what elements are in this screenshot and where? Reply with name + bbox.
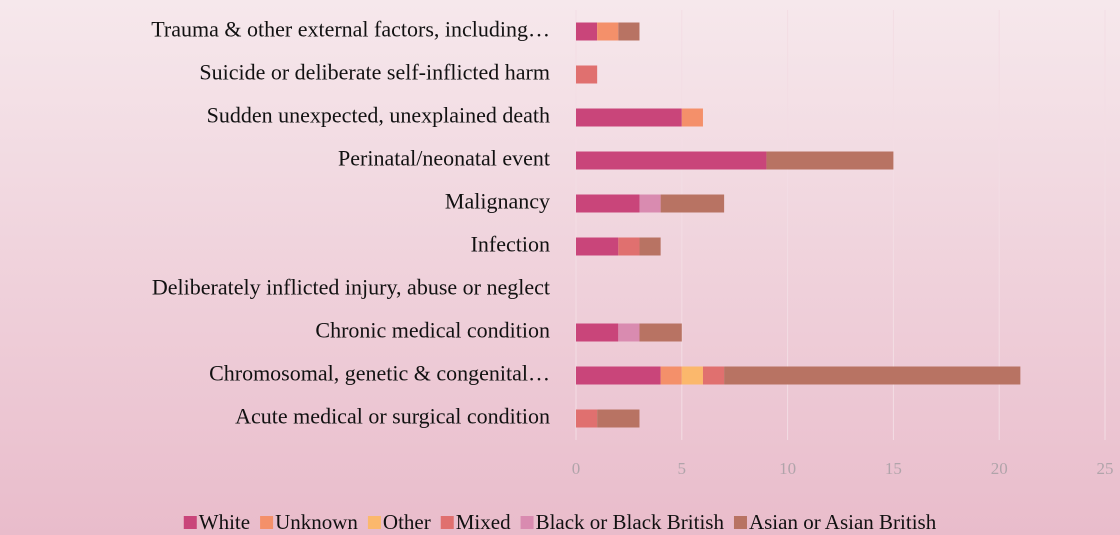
bar-segment — [576, 409, 598, 428]
bar-segment — [639, 237, 661, 256]
bar-segment — [618, 22, 640, 41]
legend-swatch — [183, 516, 197, 529]
bar-segment — [597, 22, 619, 41]
x-tick-label: 15 — [885, 459, 902, 478]
bar-segment — [576, 323, 619, 342]
category-label: Perinatal/neonatal event — [338, 146, 550, 171]
bar-segment — [681, 366, 703, 385]
bar-segment — [724, 366, 1021, 385]
bar-segment — [576, 151, 767, 170]
category-label: Deliberately inflicted injury, abuse or … — [152, 275, 550, 300]
x-tick-label: 10 — [779, 459, 796, 478]
category-label: Trauma & other external factors, includi… — [151, 17, 550, 42]
legend-label: Unknown — [275, 510, 358, 534]
bar-segment — [639, 194, 661, 213]
legend-label: Asian or Asian British — [749, 510, 937, 534]
bar-segment — [660, 194, 725, 213]
legend-swatch — [733, 516, 747, 529]
bar-segment — [766, 151, 894, 170]
bar-segment — [576, 366, 661, 385]
legend-swatch — [260, 516, 274, 529]
category-label: Sudden unexpected, unexplained death — [207, 103, 550, 128]
bar-segment — [639, 323, 682, 342]
bar-segment — [618, 237, 640, 256]
bar-segment — [576, 108, 682, 127]
bar-segment — [618, 323, 640, 342]
x-tick-label: 20 — [991, 459, 1008, 478]
category-label: Malignancy — [445, 189, 550, 214]
x-tick-label: 25 — [1097, 459, 1114, 478]
legend-label: Black or Black British — [536, 510, 725, 534]
legend-label: Other — [383, 510, 431, 534]
bar-segment — [660, 366, 682, 385]
legend-swatch — [520, 516, 534, 529]
bar-segment — [576, 65, 598, 84]
legend-swatch — [367, 516, 381, 529]
category-label: Infection — [471, 232, 550, 257]
category-label: Suicide or deliberate self-inflicted har… — [199, 60, 550, 85]
category-label: Acute medical or surgical condition — [235, 404, 550, 429]
bar-segment — [576, 237, 619, 256]
bar-segment — [597, 409, 640, 428]
legend-label: Mixed — [456, 510, 511, 534]
bar-segment — [576, 194, 640, 213]
category-label: Chronic medical condition — [315, 318, 550, 343]
legend-swatch — [440, 516, 454, 529]
bar-segment — [681, 108, 703, 127]
x-tick-label: 0 — [572, 459, 581, 478]
category-label: Chromosomal, genetic & congenital… — [209, 361, 550, 386]
bar-segment — [702, 366, 725, 385]
x-tick-label: 5 — [678, 459, 687, 478]
legend-label: White — [199, 510, 250, 534]
bar-segment — [576, 22, 598, 41]
